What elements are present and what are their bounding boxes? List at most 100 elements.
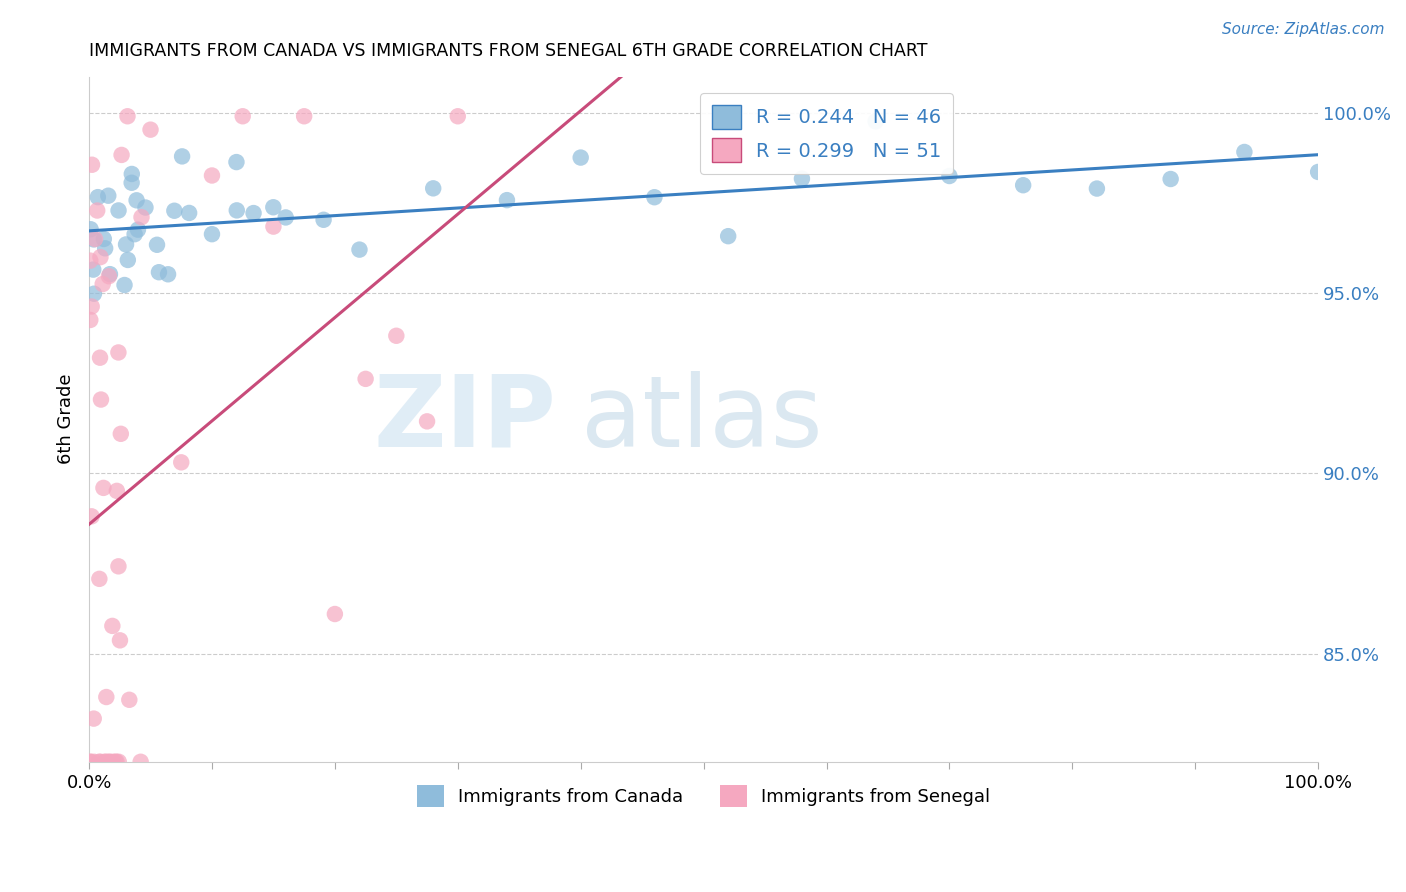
Y-axis label: 6th Grade: 6th Grade <box>58 374 75 465</box>
Point <box>1160 172 1182 186</box>
Point <box>89 250 111 264</box>
Point <box>1233 145 1256 159</box>
Point <box>323 607 346 621</box>
Point <box>447 109 470 123</box>
Point <box>90 755 112 769</box>
Point <box>94 241 117 255</box>
Point <box>127 222 149 236</box>
Point <box>385 328 408 343</box>
Point <box>292 109 315 123</box>
Point <box>80 300 103 314</box>
Point <box>89 572 111 586</box>
Point <box>1085 181 1108 195</box>
Text: atlas: atlas <box>581 371 823 467</box>
Point <box>118 693 141 707</box>
Point <box>115 237 138 252</box>
Point <box>104 755 127 769</box>
Point <box>225 155 247 169</box>
Point <box>97 269 120 284</box>
Point <box>201 169 224 183</box>
Point <box>97 755 120 769</box>
Text: Source: ZipAtlas.com: Source: ZipAtlas.com <box>1222 22 1385 37</box>
Point <box>117 252 139 267</box>
Point <box>108 633 131 648</box>
Point <box>96 690 118 704</box>
Point <box>86 203 108 218</box>
Point <box>938 169 960 183</box>
Point <box>148 265 170 279</box>
Point <box>643 190 665 204</box>
Point <box>172 149 194 163</box>
Point <box>107 345 129 359</box>
Point <box>274 211 297 225</box>
Point <box>349 243 371 257</box>
Point <box>84 232 107 246</box>
Point <box>94 755 117 769</box>
Point <box>121 167 143 181</box>
Point <box>90 392 112 407</box>
Point <box>157 267 180 281</box>
Point <box>129 755 152 769</box>
Point <box>121 176 143 190</box>
Point <box>225 203 247 218</box>
Point <box>79 222 101 236</box>
Point <box>101 755 124 769</box>
Point <box>422 181 444 195</box>
Point <box>80 158 103 172</box>
Point <box>201 227 224 242</box>
Point <box>1308 165 1330 179</box>
Point <box>79 755 101 769</box>
Point <box>790 171 813 186</box>
Point <box>124 227 146 242</box>
Point <box>1012 178 1035 193</box>
Point <box>146 237 169 252</box>
Point <box>110 426 132 441</box>
Point <box>87 755 110 769</box>
Legend: Immigrants from Canada, Immigrants from Senegal: Immigrants from Canada, Immigrants from … <box>409 778 997 814</box>
Point <box>416 414 439 428</box>
Point <box>101 619 124 633</box>
Point <box>134 201 156 215</box>
Point <box>87 190 110 204</box>
Point <box>163 203 186 218</box>
Point <box>93 481 115 495</box>
Point <box>83 712 105 726</box>
Point <box>93 232 115 246</box>
Point <box>312 212 335 227</box>
Point <box>131 210 153 224</box>
Point <box>717 229 740 244</box>
Point <box>262 200 284 214</box>
Point <box>105 483 128 498</box>
Point <box>114 278 136 293</box>
Point <box>97 188 120 202</box>
Point <box>91 277 114 291</box>
Point <box>80 509 103 524</box>
Point <box>242 206 264 220</box>
Point <box>262 219 284 234</box>
Point <box>107 203 129 218</box>
Point <box>79 253 101 268</box>
Point <box>354 372 377 386</box>
Point <box>98 267 121 281</box>
Point <box>179 206 201 220</box>
Point <box>110 148 132 162</box>
Point <box>79 755 101 769</box>
Point <box>94 755 117 769</box>
Point <box>139 122 162 136</box>
Point <box>232 109 254 123</box>
Text: IMMIGRANTS FROM CANADA VS IMMIGRANTS FROM SENEGAL 6TH GRADE CORRELATION CHART: IMMIGRANTS FROM CANADA VS IMMIGRANTS FRO… <box>89 42 928 60</box>
Point <box>89 351 111 365</box>
Point <box>83 755 105 769</box>
Point <box>82 262 104 277</box>
Point <box>125 194 148 208</box>
Point <box>107 755 129 769</box>
Point <box>79 313 101 327</box>
Point <box>83 286 105 301</box>
Point <box>107 559 129 574</box>
Point <box>117 109 139 123</box>
Point <box>865 114 887 128</box>
Text: ZIP: ZIP <box>373 371 557 467</box>
Point <box>170 455 193 469</box>
Point <box>496 193 519 207</box>
Point <box>98 755 121 769</box>
